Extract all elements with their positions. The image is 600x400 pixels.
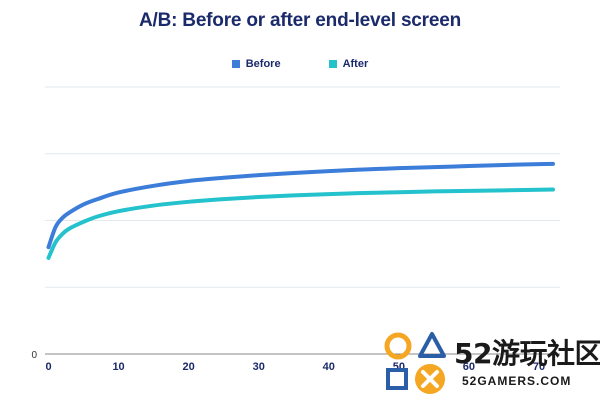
legend-swatch-after bbox=[328, 60, 337, 68]
watermark: 52游玩社区 52GAMERS.COM bbox=[382, 328, 600, 398]
chart-legend: Before After bbox=[0, 58, 600, 70]
legend-item-before: Before bbox=[231, 58, 281, 70]
legend-label-after: After bbox=[342, 58, 369, 70]
x-tick-label: 10 bbox=[112, 361, 124, 373]
legend-item-after: After bbox=[328, 58, 369, 70]
x-tick-label: 40 bbox=[323, 361, 335, 373]
series-line-after bbox=[46, 187, 555, 260]
x-tick-label: 60 bbox=[463, 361, 475, 373]
x-tick-label: 20 bbox=[183, 361, 195, 373]
watermark-logo-icon bbox=[384, 332, 446, 394]
watermark-brand: 52游玩社区 bbox=[454, 337, 600, 370]
x-tick-label: 70 bbox=[533, 361, 545, 373]
chart-title: A/B: Before or after end-level screen bbox=[138, 10, 462, 31]
series-line-before bbox=[46, 161, 555, 250]
x-tick-label: 30 bbox=[253, 361, 265, 373]
legend-swatch-before bbox=[231, 60, 240, 68]
legend-label-before: Before bbox=[245, 58, 281, 70]
y-tick-label: 0 bbox=[31, 350, 37, 361]
x-tick-label: 0 bbox=[45, 361, 51, 373]
watermark-site: 52GAMERS.COM bbox=[462, 374, 572, 388]
